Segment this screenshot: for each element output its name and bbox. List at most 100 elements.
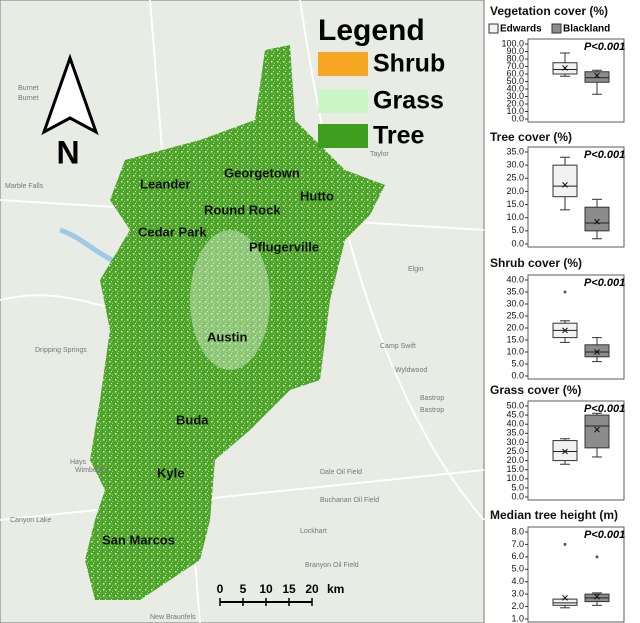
- plot-frame: [527, 38, 625, 123]
- place-label: Branyon Oil Field: [305, 562, 359, 569]
- city-label: Round Rock: [204, 202, 281, 217]
- legend-swatch: [551, 23, 562, 34]
- y-tick-label: 0.0: [511, 113, 524, 123]
- y-tick-label: 60.0: [506, 68, 524, 78]
- mean-marker: [594, 349, 600, 355]
- outlier: [563, 290, 567, 294]
- scale-label: 0: [217, 582, 224, 596]
- map: N Legend: [0, 0, 485, 623]
- y-tick-label: 40.0: [506, 83, 524, 93]
- box: [584, 71, 610, 83]
- y-tick-label: 3.0: [511, 589, 524, 599]
- legend-label: Tree: [373, 122, 425, 150]
- outlier: [595, 555, 599, 559]
- y-tick-label: 0.0: [511, 491, 524, 501]
- chart-title: Median tree height (m): [490, 508, 618, 522]
- y-tick-label: 25.0: [506, 173, 524, 183]
- y-tick-label: 10.0: [506, 106, 524, 116]
- legend-label: Blackland: [563, 24, 610, 35]
- place-label: Burnet: [18, 85, 39, 92]
- plot-frame: [527, 400, 625, 501]
- place-label: Camp Swift: [380, 343, 416, 350]
- legend-label: Shrub: [373, 50, 445, 78]
- annotation: P<0.001: [584, 149, 625, 161]
- y-tick-label: 4.0: [511, 576, 524, 586]
- city-label: Kyle: [157, 465, 184, 480]
- y-tick-label: 25.0: [506, 310, 524, 320]
- annotation: P<0.001: [584, 529, 625, 541]
- place-label: Wyldwood: [395, 367, 427, 374]
- north-arrow: [41, 53, 99, 136]
- y-tick-label: 80.0: [506, 53, 524, 63]
- legend-swatch: [488, 23, 499, 34]
- box-plots: Vegetation cover (%)P<0.0010.010.020.030…: [488, 4, 625, 623]
- annotation: P<0.001: [584, 277, 625, 289]
- y-tick-label: 30.0: [506, 91, 524, 101]
- y-tick-label: 8.0: [511, 526, 524, 536]
- y-tick-label: 50.0: [506, 76, 524, 86]
- place-label: Taylor: [370, 151, 389, 158]
- place-label: Burnet: [18, 95, 39, 102]
- y-tick-label: 15.0: [506, 464, 524, 474]
- city-label: Pflugerville: [249, 239, 319, 254]
- legend-title: Legend: [318, 14, 425, 47]
- y-tick-label: 30.0: [506, 298, 524, 308]
- mean-marker: [594, 593, 600, 600]
- annotation: P<0.001: [584, 403, 625, 415]
- place-label: Bastrop: [420, 407, 444, 414]
- y-tick-label: 20.0: [506, 322, 524, 332]
- box: [584, 414, 610, 449]
- scale-label: 10: [259, 582, 273, 596]
- plot-frame: [527, 526, 625, 623]
- city-label: Leander: [140, 176, 191, 191]
- mean-marker: [562, 595, 568, 601]
- y-tick-label: 20.0: [506, 186, 524, 196]
- chart-title: Vegetation cover (%): [490, 4, 608, 18]
- annotation: P<0.001: [584, 41, 625, 53]
- city-label: Austin: [207, 329, 248, 344]
- place-label: Bastrop: [420, 395, 444, 402]
- box: [552, 598, 578, 606]
- y-tick-label: 35.0: [506, 286, 524, 296]
- outlier: [563, 542, 567, 546]
- mean-marker: [562, 327, 568, 334]
- y-tick-label: 40.0: [506, 274, 524, 284]
- y-tick-label: 70.0: [506, 61, 524, 71]
- place-label: Wimberley: [75, 467, 109, 474]
- y-tick-label: 20.0: [506, 98, 524, 108]
- y-tick-label: 0.0: [511, 238, 524, 248]
- place-label: Canyon Lake: [10, 517, 51, 524]
- mean-marker: [562, 448, 568, 455]
- y-tick-label: 0.0: [511, 370, 524, 380]
- y-tick-label: 30.0: [506, 160, 524, 170]
- mean-marker: [594, 218, 600, 225]
- box: [584, 206, 610, 232]
- y-tick-label: 25.0: [506, 446, 524, 456]
- mean-marker: [594, 426, 600, 433]
- y-tick-label: 30.0: [506, 437, 524, 447]
- city-label: Hutto: [300, 188, 334, 203]
- y-tick-label: 2.0: [511, 601, 524, 611]
- y-tick-label: 15.0: [506, 334, 524, 344]
- scale-label: 20: [305, 582, 319, 596]
- place-label: Elgin: [408, 266, 424, 273]
- city-label: Cedar Park: [138, 224, 207, 239]
- city-label: Buda: [176, 412, 209, 427]
- legend-label: Edwards: [500, 24, 542, 35]
- y-tick-label: 15.0: [506, 199, 524, 209]
- y-tick-label: 35.0: [506, 146, 524, 156]
- legend-label: Grass: [373, 87, 444, 115]
- place-label: Hays: [70, 459, 86, 466]
- y-tick-label: 5.0: [511, 225, 524, 235]
- city-label: Georgetown: [224, 165, 300, 180]
- y-tick-label: 5.0: [511, 564, 524, 574]
- chart-title: Shrub cover (%): [490, 256, 582, 270]
- box: [584, 344, 610, 358]
- study-area: [85, 45, 385, 600]
- y-tick-label: 10.0: [506, 346, 524, 356]
- scale-label: 15: [282, 582, 296, 596]
- y-tick-label: 10.0: [506, 473, 524, 483]
- legend-swatch: [318, 52, 368, 76]
